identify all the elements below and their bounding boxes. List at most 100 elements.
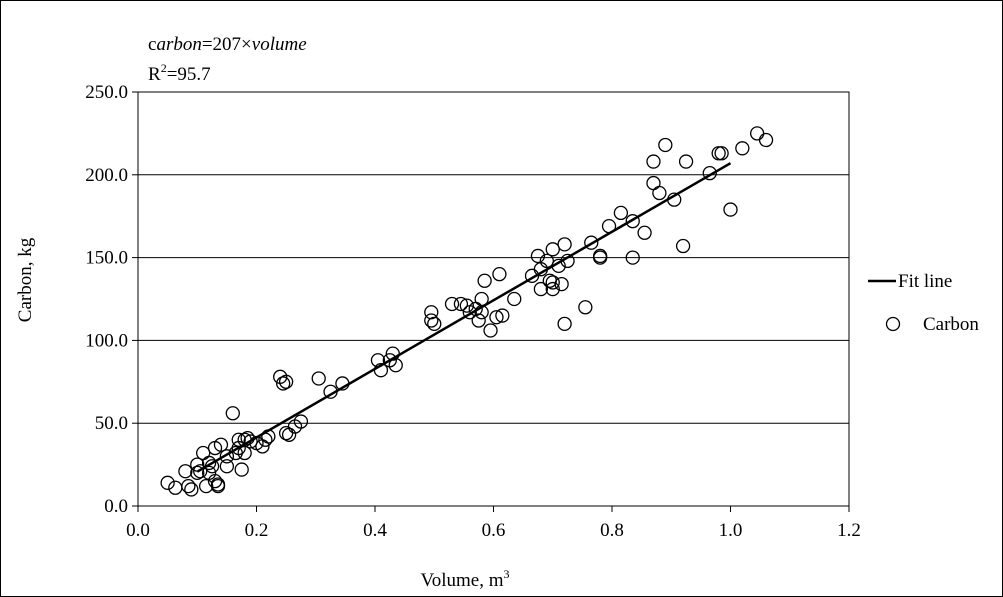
equation-prefix: c <box>148 34 156 55</box>
data-points <box>160 126 774 497</box>
carbon-point <box>646 175 661 191</box>
x-tick-label: 0.6 <box>482 520 506 541</box>
carbon-point <box>530 248 546 264</box>
carbon-point <box>545 275 560 290</box>
carbon-point <box>625 250 640 265</box>
carbon-point <box>424 313 439 328</box>
carbon-point <box>258 432 273 447</box>
carbon-point <box>471 313 486 328</box>
carbon-point <box>210 477 226 492</box>
carbon-point <box>373 363 389 378</box>
carbon-point <box>557 316 572 331</box>
x-tick-label: 0.8 <box>600 520 624 541</box>
carbon-point <box>201 455 217 471</box>
carbon-point <box>714 146 729 161</box>
carbon-point <box>424 305 439 320</box>
carbon-point <box>278 374 294 389</box>
carbon-point <box>293 414 309 429</box>
r2-superscript: 2 <box>161 61 167 75</box>
carbon-point <box>444 296 460 312</box>
carbon-point <box>178 464 193 479</box>
gridlines <box>138 174 849 424</box>
carbon-point <box>758 132 774 148</box>
legend-label-carbon: Carbon <box>923 314 979 335</box>
carbon-point <box>459 298 474 313</box>
carbon-point <box>204 459 220 474</box>
carbon-point <box>678 154 694 169</box>
carbon-point <box>276 376 291 391</box>
y-tick-label: 0.0 <box>104 496 128 517</box>
carbon-point <box>545 242 560 257</box>
carbon-point <box>219 449 235 464</box>
y-tick-label: 150.0 <box>85 248 128 269</box>
fit-line-layer <box>196 162 732 473</box>
y-axis-ticks: 0.0 50.0 100.0 150.0 200.0 250.0 <box>85 82 138 517</box>
carbon-point <box>613 205 629 221</box>
carbon-point <box>240 430 255 446</box>
x-tick-label: 0.4 <box>363 520 387 541</box>
carbon-point <box>370 353 386 368</box>
carbon-point <box>225 406 240 421</box>
carbon-point <box>489 310 504 325</box>
carbon-point <box>219 459 235 474</box>
carbon-point <box>554 276 569 292</box>
carbon-point <box>702 165 717 181</box>
carbon-point <box>477 273 492 288</box>
x-axis-ticks: 0.0 0.2 0.4 0.6 0.8 1.0 1.2 <box>126 506 861 541</box>
carbon-point <box>190 457 205 472</box>
r2-prefix: R <box>148 64 161 85</box>
fit-line <box>196 162 732 473</box>
y-axis-title: Carbon, kg <box>15 237 36 322</box>
carbon-point <box>196 445 211 461</box>
carbon-point <box>735 141 750 156</box>
carbon-point <box>335 376 350 391</box>
carbon-point <box>198 478 214 494</box>
carbon-point <box>184 482 199 497</box>
y-tick-label: 50.0 <box>95 413 128 434</box>
carbon-point <box>637 225 652 240</box>
equation-var-volume: volume <box>252 34 307 55</box>
carbon-point <box>474 305 489 320</box>
x-axis-title-text: Volume, m <box>420 570 503 591</box>
annotation-r-squared: R2=95.7 <box>148 61 211 85</box>
carbon-point <box>243 434 258 449</box>
carbon-point <box>593 250 608 265</box>
carbon-point <box>181 478 196 494</box>
equation-var-carbon: arbon <box>156 34 201 55</box>
carbon-point <box>160 475 175 490</box>
carbon-point <box>601 218 617 234</box>
carbon-point <box>213 437 229 452</box>
x-tick-label: 1.2 <box>837 520 861 541</box>
x-tick-label: 1.0 <box>719 520 743 541</box>
y-tick-label: 250.0 <box>85 82 128 103</box>
carbon-point <box>311 371 326 386</box>
carbon-point <box>584 235 599 250</box>
carbon-point <box>234 462 249 477</box>
carbon-point <box>323 384 338 399</box>
equation-mid: =207× <box>202 34 252 55</box>
carbon-point <box>453 296 469 312</box>
carbon-point <box>557 237 572 252</box>
carbon-point <box>533 281 549 297</box>
carbon-point <box>658 137 673 153</box>
carbon-point <box>388 358 403 373</box>
carbon-point <box>711 146 726 161</box>
carbon-point <box>190 465 205 481</box>
carbon-point <box>427 316 442 331</box>
x-axis-title: Volume, m3 <box>420 567 509 591</box>
carbon-point <box>193 464 208 479</box>
carbon-point <box>667 192 682 207</box>
legend-label-fit-line: Fit line <box>898 271 952 292</box>
carbon-point <box>750 126 765 141</box>
carbon-point <box>560 253 575 269</box>
carbon-point <box>474 291 489 307</box>
carbon-point <box>578 300 593 315</box>
carbon-point <box>625 214 640 229</box>
x-tick-label: 0.2 <box>245 520 269 541</box>
legend-swatch-carbon <box>885 316 901 332</box>
carbon-point <box>652 185 667 201</box>
carbon-point <box>231 432 246 447</box>
y-tick-label: 200.0 <box>85 165 128 186</box>
